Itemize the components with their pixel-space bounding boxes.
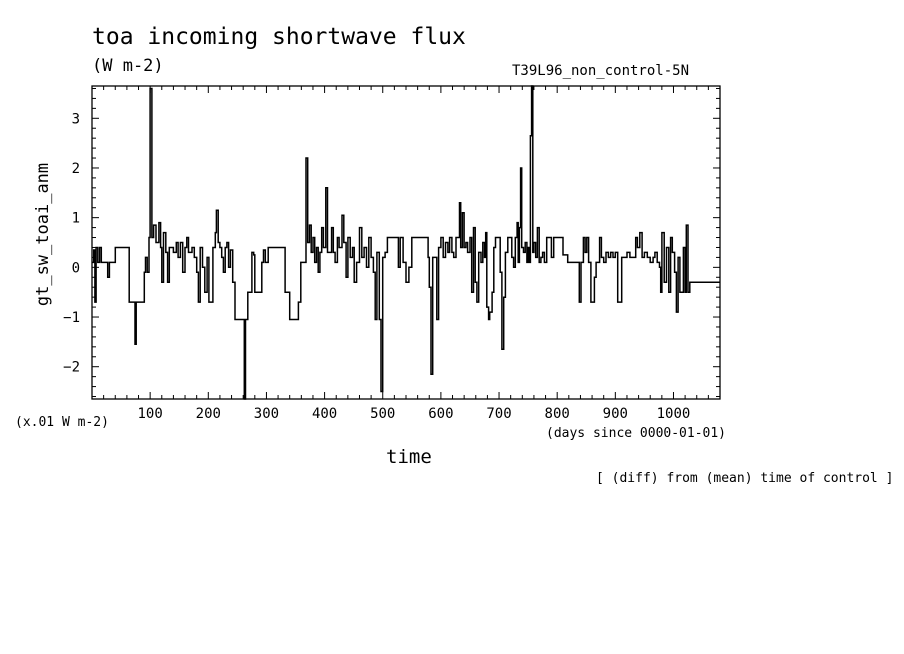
series-line [92,85,720,400]
x-tick-label: 600 [428,406,453,422]
chart-title: toa incoming shortwave flux [92,24,466,50]
y-tick-label: 1 [72,211,80,227]
x-tick-label: 100 [137,406,162,422]
x-tick-label: 700 [486,406,511,422]
y-axis-label: gt_sw_toai_anm [33,163,53,306]
tick-labels: 100 200 300 400 500 600 700 800 900 1000 −2 −1 0 1 2 3 [63,111,690,422]
x-axis-label: time [386,446,432,468]
x-tick-label: 400 [312,406,337,422]
y-tick-label: −2 [63,360,80,376]
y-scale-note: (x.01 W m-2) [15,415,109,430]
x-tick-label: 1000 [657,406,691,422]
time-origin-label: (days since 0000-01-01) [546,426,727,441]
y-tick-label: 2 [72,161,80,177]
x-tick-label: 200 [196,406,221,422]
run-name-label: T39L96_non_control-5N [512,63,690,79]
y-tick-label: −1 [63,310,80,326]
x-tick-label: 900 [603,406,628,422]
x-tick-label: 800 [545,406,570,422]
y-tick-label: 3 [72,111,80,127]
x-tick-label: 300 [254,406,279,422]
plot-frame [91,85,721,400]
difference-footnote: [ (diff) from (mean) time of control ] [596,471,894,486]
axis-ticks [92,86,720,399]
chart-units: (W m-2) [92,56,164,76]
x-tick-label: 500 [370,406,395,422]
y-tick-label: 0 [72,260,80,276]
